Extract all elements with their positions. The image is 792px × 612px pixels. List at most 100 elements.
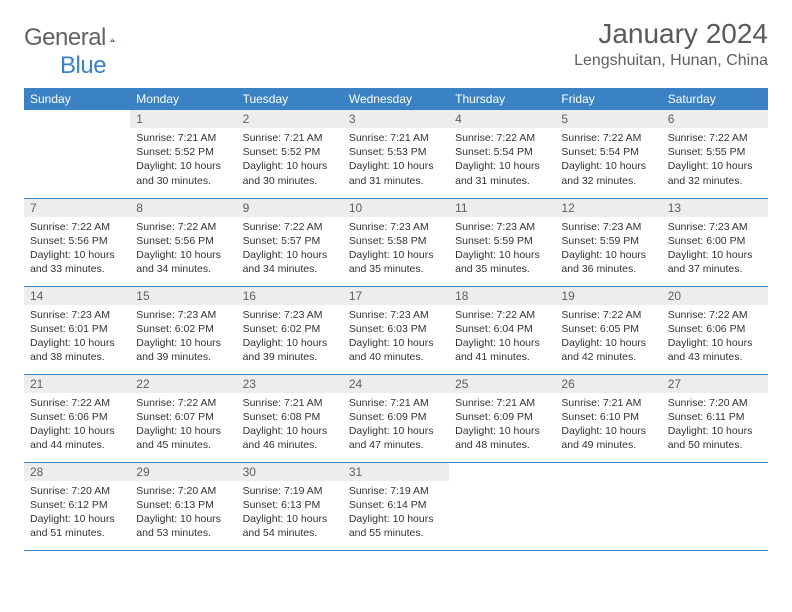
day-number: 27 (662, 375, 768, 393)
day-number: 1 (130, 110, 236, 128)
calendar-cell: 5Sunrise: 7:22 AMSunset: 5:54 PMDaylight… (555, 110, 661, 198)
calendar-cell: 12Sunrise: 7:23 AMSunset: 5:59 PMDayligh… (555, 198, 661, 286)
day-number: 24 (343, 375, 449, 393)
day-number: 21 (24, 375, 130, 393)
day-number: 10 (343, 199, 449, 217)
weekday-header: Monday (130, 88, 236, 110)
weekday-header: Tuesday (237, 88, 343, 110)
location: Lengshuitan, Hunan, China (574, 52, 768, 70)
logo-text-1: General (24, 24, 106, 52)
day-content: Sunrise: 7:23 AMSunset: 6:03 PMDaylight:… (343, 305, 449, 370)
calendar-row: 1Sunrise: 7:21 AMSunset: 5:52 PMDaylight… (24, 110, 768, 198)
calendar-cell: 1Sunrise: 7:21 AMSunset: 5:52 PMDaylight… (130, 110, 236, 198)
calendar-cell (24, 110, 130, 198)
day-content: Sunrise: 7:19 AMSunset: 6:14 PMDaylight:… (343, 481, 449, 546)
calendar-cell (662, 462, 768, 550)
day-number: 2 (237, 110, 343, 128)
day-content: Sunrise: 7:22 AMSunset: 6:05 PMDaylight:… (555, 305, 661, 370)
calendar-cell: 17Sunrise: 7:23 AMSunset: 6:03 PMDayligh… (343, 286, 449, 374)
day-content: Sunrise: 7:21 AMSunset: 5:52 PMDaylight:… (130, 128, 236, 193)
day-number: 9 (237, 199, 343, 217)
day-content: Sunrise: 7:20 AMSunset: 6:11 PMDaylight:… (662, 393, 768, 458)
calendar-cell: 15Sunrise: 7:23 AMSunset: 6:02 PMDayligh… (130, 286, 236, 374)
calendar-cell: 30Sunrise: 7:19 AMSunset: 6:13 PMDayligh… (237, 462, 343, 550)
day-content: Sunrise: 7:22 AMSunset: 6:04 PMDaylight:… (449, 305, 555, 370)
day-number: 19 (555, 287, 661, 305)
day-number: 30 (237, 463, 343, 481)
day-number: 16 (237, 287, 343, 305)
title-block: January 2024 Lengshuitan, Hunan, China (574, 18, 768, 70)
calendar-cell: 20Sunrise: 7:22 AMSunset: 6:06 PMDayligh… (662, 286, 768, 374)
day-content: Sunrise: 7:22 AMSunset: 5:54 PMDaylight:… (449, 128, 555, 193)
calendar-cell: 7Sunrise: 7:22 AMSunset: 5:56 PMDaylight… (24, 198, 130, 286)
calendar-row: 28Sunrise: 7:20 AMSunset: 6:12 PMDayligh… (24, 462, 768, 550)
day-content: Sunrise: 7:22 AMSunset: 5:57 PMDaylight:… (237, 217, 343, 282)
day-content: Sunrise: 7:23 AMSunset: 5:59 PMDaylight:… (449, 217, 555, 282)
weekday-header-row: Sunday Monday Tuesday Wednesday Thursday… (24, 88, 768, 110)
calendar-cell: 14Sunrise: 7:23 AMSunset: 6:01 PMDayligh… (24, 286, 130, 374)
day-content: Sunrise: 7:22 AMSunset: 5:54 PMDaylight:… (555, 128, 661, 193)
calendar-cell: 28Sunrise: 7:20 AMSunset: 6:12 PMDayligh… (24, 462, 130, 550)
weekday-header: Saturday (662, 88, 768, 110)
day-number: 17 (343, 287, 449, 305)
month-title: January 2024 (574, 18, 768, 50)
day-content: Sunrise: 7:23 AMSunset: 6:02 PMDaylight:… (130, 305, 236, 370)
calendar-cell: 31Sunrise: 7:19 AMSunset: 6:14 PMDayligh… (343, 462, 449, 550)
calendar-cell: 9Sunrise: 7:22 AMSunset: 5:57 PMDaylight… (237, 198, 343, 286)
day-number: 3 (343, 110, 449, 128)
calendar-cell: 2Sunrise: 7:21 AMSunset: 5:52 PMDaylight… (237, 110, 343, 198)
day-content: Sunrise: 7:23 AMSunset: 6:02 PMDaylight:… (237, 305, 343, 370)
calendar-cell: 3Sunrise: 7:21 AMSunset: 5:53 PMDaylight… (343, 110, 449, 198)
day-content: Sunrise: 7:21 AMSunset: 5:52 PMDaylight:… (237, 128, 343, 193)
calendar-row: 21Sunrise: 7:22 AMSunset: 6:06 PMDayligh… (24, 374, 768, 462)
day-content: Sunrise: 7:21 AMSunset: 6:09 PMDaylight:… (449, 393, 555, 458)
day-number: 6 (662, 110, 768, 128)
day-content: Sunrise: 7:21 AMSunset: 6:09 PMDaylight:… (343, 393, 449, 458)
calendar-cell: 27Sunrise: 7:20 AMSunset: 6:11 PMDayligh… (662, 374, 768, 462)
calendar-cell: 6Sunrise: 7:22 AMSunset: 5:55 PMDaylight… (662, 110, 768, 198)
day-number: 15 (130, 287, 236, 305)
calendar-cell: 18Sunrise: 7:22 AMSunset: 6:04 PMDayligh… (449, 286, 555, 374)
day-content: Sunrise: 7:19 AMSunset: 6:13 PMDaylight:… (237, 481, 343, 546)
calendar-cell: 8Sunrise: 7:22 AMSunset: 5:56 PMDaylight… (130, 198, 236, 286)
day-number: 20 (662, 287, 768, 305)
day-number: 31 (343, 463, 449, 481)
weekday-header: Sunday (24, 88, 130, 110)
day-number: 8 (130, 199, 236, 217)
calendar-cell: 24Sunrise: 7:21 AMSunset: 6:09 PMDayligh… (343, 374, 449, 462)
calendar-row: 7Sunrise: 7:22 AMSunset: 5:56 PMDaylight… (24, 198, 768, 286)
calendar-row: 14Sunrise: 7:23 AMSunset: 6:01 PMDayligh… (24, 286, 768, 374)
day-number: 22 (130, 375, 236, 393)
day-number: 25 (449, 375, 555, 393)
sail-icon (110, 29, 115, 51)
day-number: 18 (449, 287, 555, 305)
calendar-cell: 16Sunrise: 7:23 AMSunset: 6:02 PMDayligh… (237, 286, 343, 374)
day-content: Sunrise: 7:21 AMSunset: 6:10 PMDaylight:… (555, 393, 661, 458)
day-number: 12 (555, 199, 661, 217)
calendar-cell: 23Sunrise: 7:21 AMSunset: 6:08 PMDayligh… (237, 374, 343, 462)
calendar-cell (555, 462, 661, 550)
calendar-cell: 10Sunrise: 7:23 AMSunset: 5:58 PMDayligh… (343, 198, 449, 286)
weekday-header: Thursday (449, 88, 555, 110)
day-content: Sunrise: 7:23 AMSunset: 6:00 PMDaylight:… (662, 217, 768, 282)
day-number: 7 (24, 199, 130, 217)
day-content: Sunrise: 7:20 AMSunset: 6:12 PMDaylight:… (24, 481, 130, 546)
day-content: Sunrise: 7:23 AMSunset: 5:59 PMDaylight:… (555, 217, 661, 282)
day-content: Sunrise: 7:20 AMSunset: 6:13 PMDaylight:… (130, 481, 236, 546)
day-number: 26 (555, 375, 661, 393)
day-number: 29 (130, 463, 236, 481)
day-content: Sunrise: 7:21 AMSunset: 5:53 PMDaylight:… (343, 128, 449, 193)
day-content: Sunrise: 7:22 AMSunset: 5:56 PMDaylight:… (130, 217, 236, 282)
day-content: Sunrise: 7:22 AMSunset: 5:56 PMDaylight:… (24, 217, 130, 282)
calendar-cell (449, 462, 555, 550)
calendar-cell: 13Sunrise: 7:23 AMSunset: 6:00 PMDayligh… (662, 198, 768, 286)
calendar-cell: 29Sunrise: 7:20 AMSunset: 6:13 PMDayligh… (130, 462, 236, 550)
day-content: Sunrise: 7:21 AMSunset: 6:08 PMDaylight:… (237, 393, 343, 458)
calendar-cell: 21Sunrise: 7:22 AMSunset: 6:06 PMDayligh… (24, 374, 130, 462)
day-number: 5 (555, 110, 661, 128)
weekday-header: Wednesday (343, 88, 449, 110)
day-number: 11 (449, 199, 555, 217)
logo: General (24, 24, 138, 52)
day-number: 14 (24, 287, 130, 305)
day-content: Sunrise: 7:22 AMSunset: 5:55 PMDaylight:… (662, 128, 768, 193)
